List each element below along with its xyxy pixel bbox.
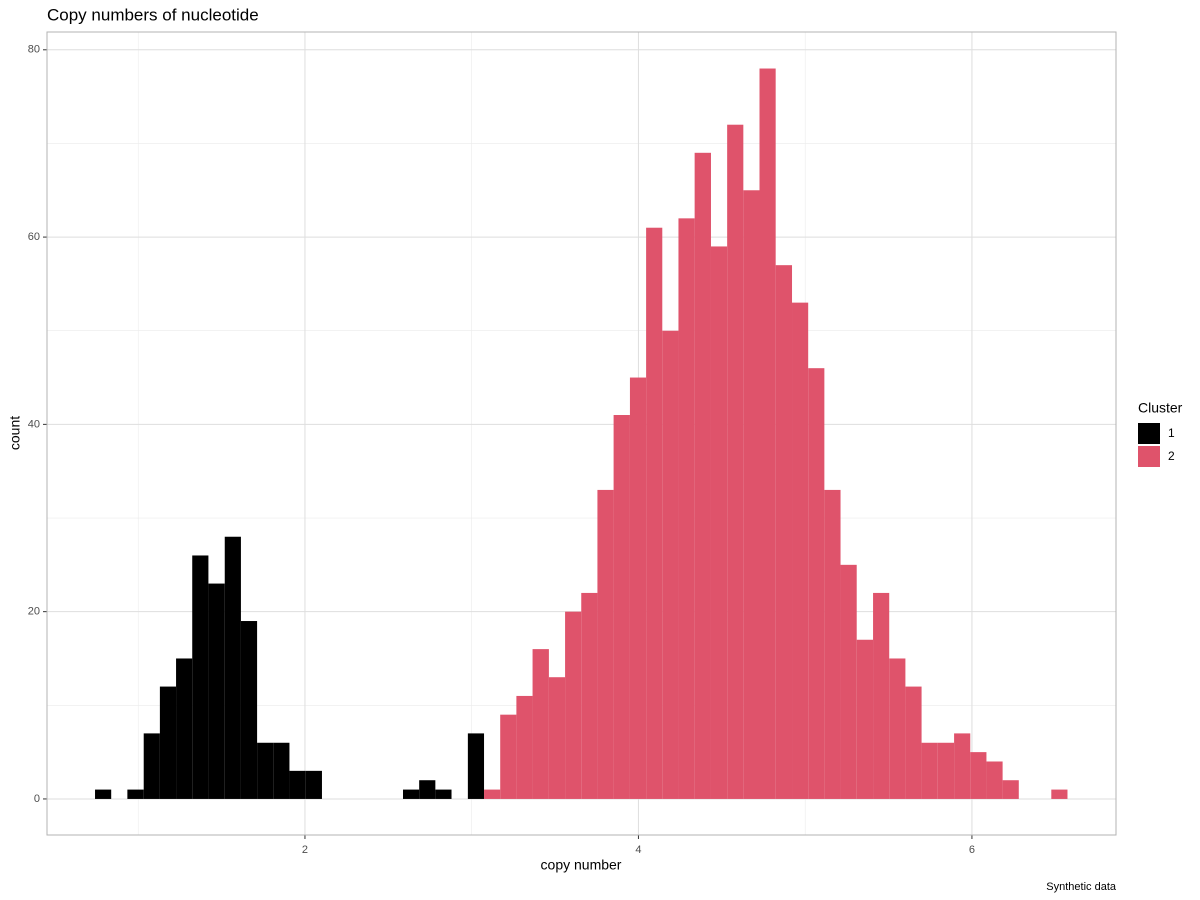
y-tick-label: 0 xyxy=(34,793,40,805)
bar xyxy=(435,789,452,799)
y-tick-label: 80 xyxy=(28,44,40,56)
bar xyxy=(516,695,533,799)
bar xyxy=(500,714,517,799)
bar xyxy=(467,733,485,799)
bar xyxy=(840,564,857,799)
chart-title: Copy numbers of nucleotide xyxy=(47,5,259,24)
bar xyxy=(824,489,841,799)
bar xyxy=(532,649,549,799)
bar xyxy=(646,227,663,799)
bar xyxy=(224,536,241,799)
legend-label: 1 xyxy=(1168,426,1175,440)
bar xyxy=(662,330,679,799)
bar xyxy=(208,583,225,799)
bar xyxy=(759,68,776,799)
bar xyxy=(143,733,160,799)
panel-border xyxy=(46,31,1117,836)
legend-key xyxy=(1138,423,1160,444)
bar xyxy=(743,190,760,799)
bar xyxy=(710,246,728,799)
y-tick-label: 20 xyxy=(28,606,40,618)
bar xyxy=(484,789,501,799)
bar xyxy=(889,658,906,799)
bar xyxy=(792,302,809,799)
x-axis-label: copy number xyxy=(541,857,622,873)
bar xyxy=(873,592,890,799)
bar xyxy=(808,368,825,799)
bar xyxy=(159,686,177,799)
bar xyxy=(581,592,598,799)
bar xyxy=(986,761,1003,799)
legend-label: 2 xyxy=(1168,449,1175,463)
x-tick-label: 2 xyxy=(302,844,308,856)
bar xyxy=(629,377,647,799)
bar xyxy=(176,658,193,799)
bar xyxy=(954,733,971,799)
bar xyxy=(970,752,987,799)
bar xyxy=(1051,789,1068,799)
x-tick-label: 6 xyxy=(969,844,975,856)
bar xyxy=(273,742,290,799)
bar xyxy=(548,677,566,799)
bar xyxy=(240,621,258,799)
bar xyxy=(402,789,420,799)
bar xyxy=(856,639,874,799)
bar xyxy=(419,780,436,799)
bar xyxy=(257,742,274,799)
bar xyxy=(905,686,922,799)
y-tick-label: 60 xyxy=(28,231,40,243)
bar xyxy=(1002,780,1019,799)
legend-key xyxy=(1138,446,1160,467)
bar xyxy=(95,789,112,799)
bar xyxy=(127,789,144,799)
bar xyxy=(775,265,793,799)
bar xyxy=(937,742,955,799)
bar xyxy=(678,218,695,799)
bar xyxy=(694,152,711,799)
x-tick-label: 4 xyxy=(635,844,641,856)
bar xyxy=(305,770,322,799)
bar xyxy=(289,770,306,799)
bar xyxy=(192,555,209,799)
y-axis-label: count xyxy=(7,416,23,450)
bar xyxy=(597,489,614,799)
caption: Synthetic data xyxy=(1046,881,1117,893)
bar xyxy=(565,611,582,799)
legend-title: Cluster xyxy=(1138,400,1183,416)
bar xyxy=(613,415,630,799)
y-tick-label: 40 xyxy=(28,418,40,430)
bar xyxy=(727,124,744,799)
bar xyxy=(921,742,938,799)
